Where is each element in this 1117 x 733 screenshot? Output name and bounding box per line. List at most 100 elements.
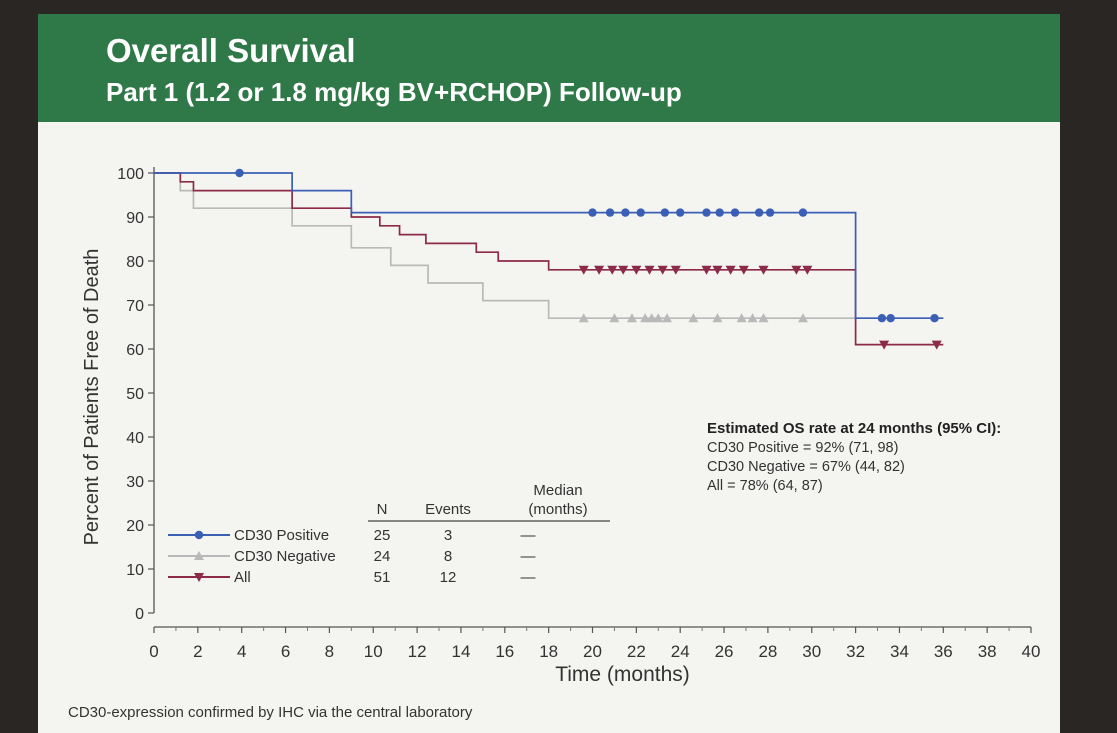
x-axis-label: Time (months) [555,663,690,686]
y-tick-label: 50 [126,386,144,403]
legend-n: 24 [374,548,391,565]
x-tick-label: 30 [802,642,821,661]
legend-header-events: Events [425,501,471,518]
censor-mark-cd30-positive [730,208,740,217]
legend-swatch-marker [194,573,204,582]
censor-mark-cd30-positive [715,208,724,217]
y-tick-label: 90 [126,210,144,227]
legend-label: CD30 Positive [234,527,329,544]
slide-title: Overall Survival [106,32,356,69]
x-tick-label: 2 [193,642,202,661]
legend-median: — [521,527,536,544]
censor-mark-all [644,265,655,275]
censor-mark-cd30-positive [660,208,670,217]
censor-mark-all [701,265,712,275]
censor-mark-all [802,265,813,275]
slide: Overall Survival Part 1 (1.2 or 1.8 mg/k… [38,14,1060,733]
legend-label: All [234,569,251,586]
censor-mark-all [879,340,890,350]
censor-mark-cd30-positive [676,208,685,217]
censor-mark-all [738,265,749,275]
censor-mark-cd30-positive [754,208,764,217]
censor-mark-cd30-positive [702,208,711,217]
censor-mark-cd30-negative [662,313,673,323]
censor-mark-cd30-positive [877,314,887,323]
censor-mark-all [578,265,589,275]
censor-mark-all [670,265,681,275]
slide-header: Overall Survival Part 1 (1.2 or 1.8 mg/k… [38,14,1060,122]
censor-mark-cd30-negative [653,313,664,323]
censor-mark-all [712,265,723,275]
censor-mark-cd30-negative [758,313,769,323]
y-tick-label: 0 [135,606,144,623]
x-tick-label: 26 [715,642,734,661]
censor-mark-cd30-positive [636,208,645,217]
censor-mark-all [758,265,769,275]
legend-n: 25 [374,527,391,544]
series-line-cd30-negative [154,172,944,320]
censor-mark-cd30-negative [736,313,747,323]
censor-mark-cd30-positive [621,208,630,217]
x-tick-label: 8 [325,642,334,661]
annotation-line: All = 78% (64, 87) [707,478,823,494]
legend-header-median: Median [533,482,582,499]
x-tick-label: 22 [627,642,646,661]
series-layer [154,168,944,350]
legend-events: 8 [444,548,452,565]
censor-mark-cd30-negative [640,313,651,323]
x-tick-label: 16 [495,642,514,661]
x-tick-label: 20 [583,642,602,661]
censor-mark-cd30-positive [605,208,615,217]
censor-mark-cd30-positive [886,314,895,323]
x-tick-label: 24 [671,642,690,661]
annotation-line: CD30 Positive = 92% (71, 98) [707,440,898,456]
censor-mark-cd30-negative [797,313,808,323]
legend-events: 3 [444,527,452,544]
legend-header-months: (months) [528,501,587,518]
os-rate-annotation: Estimated OS rate at 24 months (95% CI):… [707,420,1001,494]
x-tick-label: 6 [281,642,290,661]
legend-n: 51 [374,569,391,586]
censor-mark-all [725,265,736,275]
x-tick-label: 40 [1022,642,1041,661]
censor-mark-all [594,265,605,275]
censor-mark-cd30-positive [235,168,244,178]
legend-table: Median N Events (months) CD30 Positive 25 3 — CD… [168,482,610,586]
y-tick-label: 100 [117,166,144,183]
y-tick-label: 10 [126,562,144,579]
annotation-line: CD30 Negative = 67% (44, 82) [707,459,905,475]
y-tick-label: 60 [126,342,144,359]
footnote: CD30-expression confirmed by IHC via the… [68,704,473,721]
y-tick-label: 80 [126,254,144,271]
censor-mark-all [657,265,668,275]
x-tick-label: 14 [451,642,470,661]
y-tick-label: 20 [126,518,144,535]
censor-mark-cd30-positive [930,314,939,323]
y-tick-label: 30 [126,474,144,491]
x-tick-label: 32 [846,642,865,661]
x-tick-label: 36 [934,642,953,661]
x-tick-label: 4 [237,642,246,661]
legend-header-n: N [377,501,388,518]
censor-mark-all [931,340,942,350]
censor-mark-all [607,265,618,275]
x-tick-label: 18 [539,642,558,661]
x-tick-label: 34 [890,642,909,661]
legend-swatch-marker [194,530,204,540]
series-line-all [154,172,944,346]
x-tick-label: 28 [758,642,777,661]
censor-mark-all [791,265,802,275]
censor-mark-all [631,265,642,275]
censor-mark-cd30-negative [578,313,589,323]
legend-median: — [521,569,536,586]
censor-mark-cd30-negative [747,313,758,323]
legend-events: 12 [440,569,457,586]
x-tick-label: 0 [149,642,158,661]
y-tick-label: 40 [126,430,144,447]
x-tick-label: 12 [408,642,427,661]
legend-label: CD30 Negative [234,548,336,565]
x-tick-label: 10 [364,642,383,661]
series-line-cd30-positive [154,172,944,320]
